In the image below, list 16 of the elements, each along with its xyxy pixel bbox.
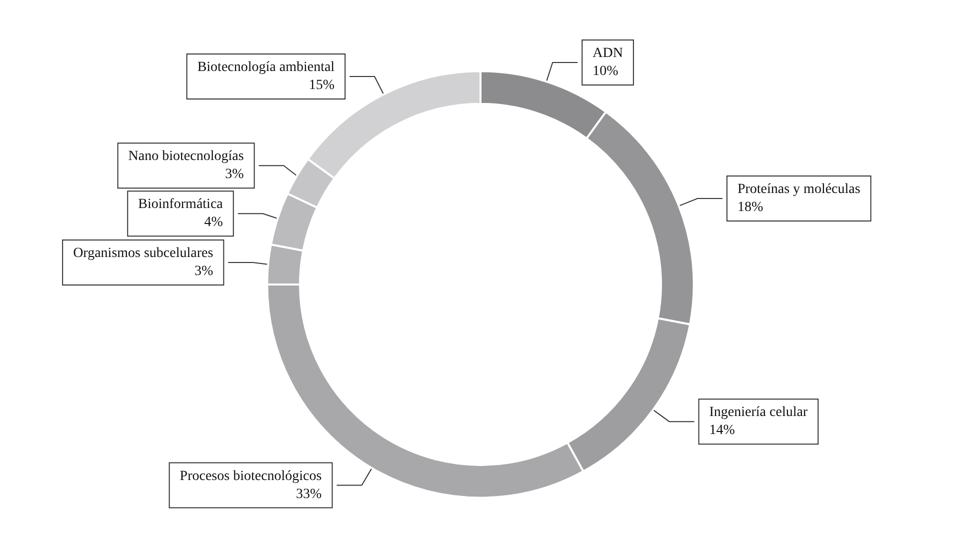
slice-label: Nano biotecnologías	[128, 149, 244, 164]
data-label: 18%	[737, 200, 764, 216]
slice-label: ADN	[592, 46, 623, 62]
data-label: 4%	[204, 215, 224, 230]
data-label: 3%	[194, 264, 214, 279]
slice-label: Organismos subcelulares	[73, 246, 214, 261]
data-label: 33%	[296, 486, 322, 502]
data-label: 14%	[709, 423, 736, 438]
slice-label: Biotecnología ambiental	[197, 60, 335, 76]
data-label: 15%	[308, 78, 335, 94]
slice-label: Ingeniería celular	[709, 405, 808, 420]
data-label: 10%	[592, 64, 619, 80]
data-label: 3%	[225, 167, 244, 182]
slice-label: Proteínas y moléculas	[737, 182, 860, 198]
slice-label: Procesos biotecnológicos	[180, 468, 322, 484]
slice-label: Bioinformática	[138, 197, 224, 212]
